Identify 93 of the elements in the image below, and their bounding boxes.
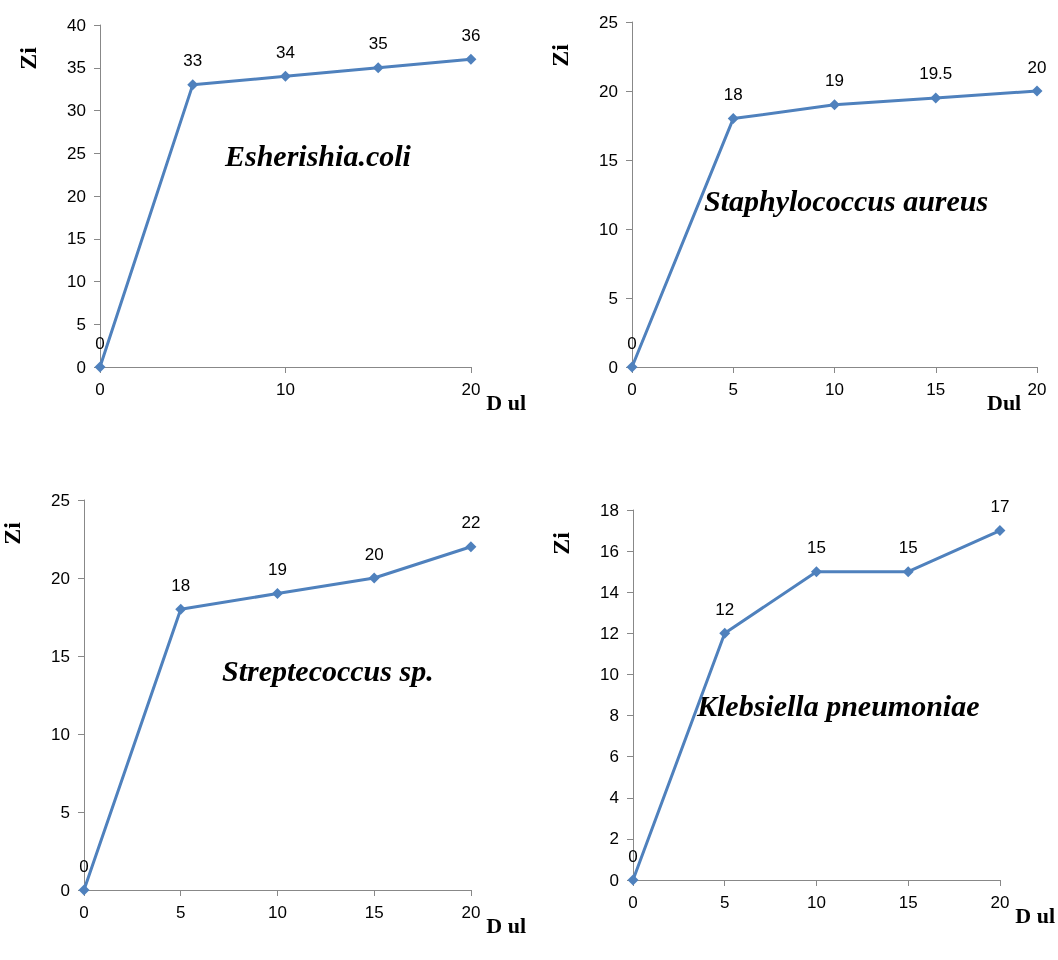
- data-label: 22: [461, 513, 481, 533]
- point: [719, 627, 731, 639]
- y-tick-label: 20: [599, 81, 618, 101]
- x-tick-label: 5: [728, 380, 738, 399]
- x-tick-label: 20: [461, 903, 481, 922]
- data-label: 0: [627, 333, 637, 353]
- point: [810, 566, 822, 578]
- y-axis-title: Zi: [15, 46, 41, 70]
- point: [279, 70, 291, 82]
- y-tick-label: 16: [600, 541, 619, 561]
- data-label: 20: [364, 544, 384, 564]
- x-tick-label: 20: [990, 893, 1010, 912]
- x-tick-label: 5: [175, 903, 186, 922]
- y-tick-label: 15: [67, 229, 86, 249]
- y-tick-label: 0: [608, 357, 618, 377]
- annotation: Staphylococcus aureus: [704, 183, 989, 217]
- y-tick-label: 20: [51, 568, 70, 588]
- x-tick-label: 15: [364, 903, 384, 922]
- y-tick-label: 25: [599, 12, 618, 32]
- y-tick-label: 10: [600, 664, 619, 684]
- annotation: Esherishia.coli: [224, 138, 412, 172]
- x-tick-label: 20: [1027, 380, 1047, 399]
- y-tick-label: 6: [609, 747, 619, 767]
- x-axis-title: D ul: [1015, 902, 1056, 928]
- y-tick-label: 10: [51, 724, 70, 744]
- data-label: 0: [95, 333, 105, 353]
- point: [271, 588, 283, 600]
- point: [187, 79, 199, 91]
- point: [465, 541, 477, 553]
- y-tick-label: 10: [599, 219, 618, 239]
- y-tick-label: 15: [51, 646, 70, 666]
- data-label: 19.5: [919, 64, 953, 84]
- annotation: Streptecoccus sp.: [222, 653, 434, 687]
- point: [1031, 85, 1043, 97]
- y-tick-label: 30: [67, 101, 86, 120]
- point: [175, 603, 187, 615]
- x-tick-label: 10: [267, 903, 287, 922]
- point: [727, 113, 739, 125]
- data-label: 34: [275, 42, 295, 62]
- y-tick-label: 12: [600, 623, 619, 643]
- y-tick-label: 5: [608, 288, 618, 308]
- y-tick-label: 18: [600, 500, 619, 520]
- data-label: 19: [825, 71, 844, 91]
- data-label: 20: [1027, 57, 1047, 77]
- y-tick-label: 25: [67, 143, 86, 163]
- point: [829, 99, 840, 111]
- data-label: 0: [628, 846, 638, 866]
- data-label: 17: [990, 497, 1010, 517]
- y-tick-label: 0: [609, 870, 619, 890]
- data-label: 33: [183, 51, 203, 71]
- point: [368, 572, 380, 584]
- x-tick-label: 0: [627, 380, 637, 399]
- x-tick-label: 15: [926, 380, 946, 399]
- x-tick-label: 15: [898, 893, 918, 912]
- x-tick-label: 10: [275, 380, 295, 399]
- y-axis-title: Zi: [548, 531, 574, 555]
- y-tick-label: 5: [76, 314, 86, 334]
- y-axis-title: Zi: [0, 521, 25, 545]
- x-tick-label: 20: [461, 380, 481, 399]
- annotation: Klebsiella pneumoniae: [696, 688, 980, 722]
- data-label: 36: [461, 25, 481, 45]
- data-label: 19: [267, 560, 287, 580]
- y-tick-label: 10: [67, 272, 86, 291]
- y-tick-label: 4: [609, 788, 619, 808]
- point: [465, 53, 477, 65]
- y-tick-label: 8: [609, 706, 619, 726]
- point: [902, 566, 914, 578]
- data-label: 18: [171, 575, 191, 595]
- x-axis-title: Dul: [987, 389, 1022, 415]
- y-tick-label: 15: [599, 150, 618, 170]
- point: [994, 525, 1006, 537]
- y-tick-label: 5: [60, 802, 70, 822]
- data-label: 18: [723, 85, 743, 105]
- x-tick-label: 10: [806, 893, 826, 912]
- x-axis-title: D ul: [486, 389, 527, 415]
- y-tick-label: 25: [51, 490, 70, 510]
- x-tick-label: 5: [719, 893, 730, 912]
- point: [372, 62, 384, 74]
- y-tick-label: 0: [76, 357, 86, 377]
- y-axis-title: Zi: [547, 43, 573, 67]
- data-label: 12: [715, 599, 735, 619]
- y-tick-label: 20: [67, 186, 86, 206]
- data-label: 35: [368, 34, 388, 54]
- x-axis-title: D ul: [486, 912, 527, 938]
- data-label: 15: [806, 538, 826, 558]
- x-tick-label: 0: [628, 893, 638, 912]
- y-tick-label: 40: [67, 15, 86, 35]
- x-tick-label: 10: [825, 380, 844, 399]
- y-tick-label: 2: [609, 829, 619, 849]
- y-tick-label: 14: [600, 582, 619, 602]
- x-tick-label: 0: [95, 380, 105, 399]
- y-tick-label: 35: [67, 58, 86, 78]
- data-label: 15: [898, 538, 918, 558]
